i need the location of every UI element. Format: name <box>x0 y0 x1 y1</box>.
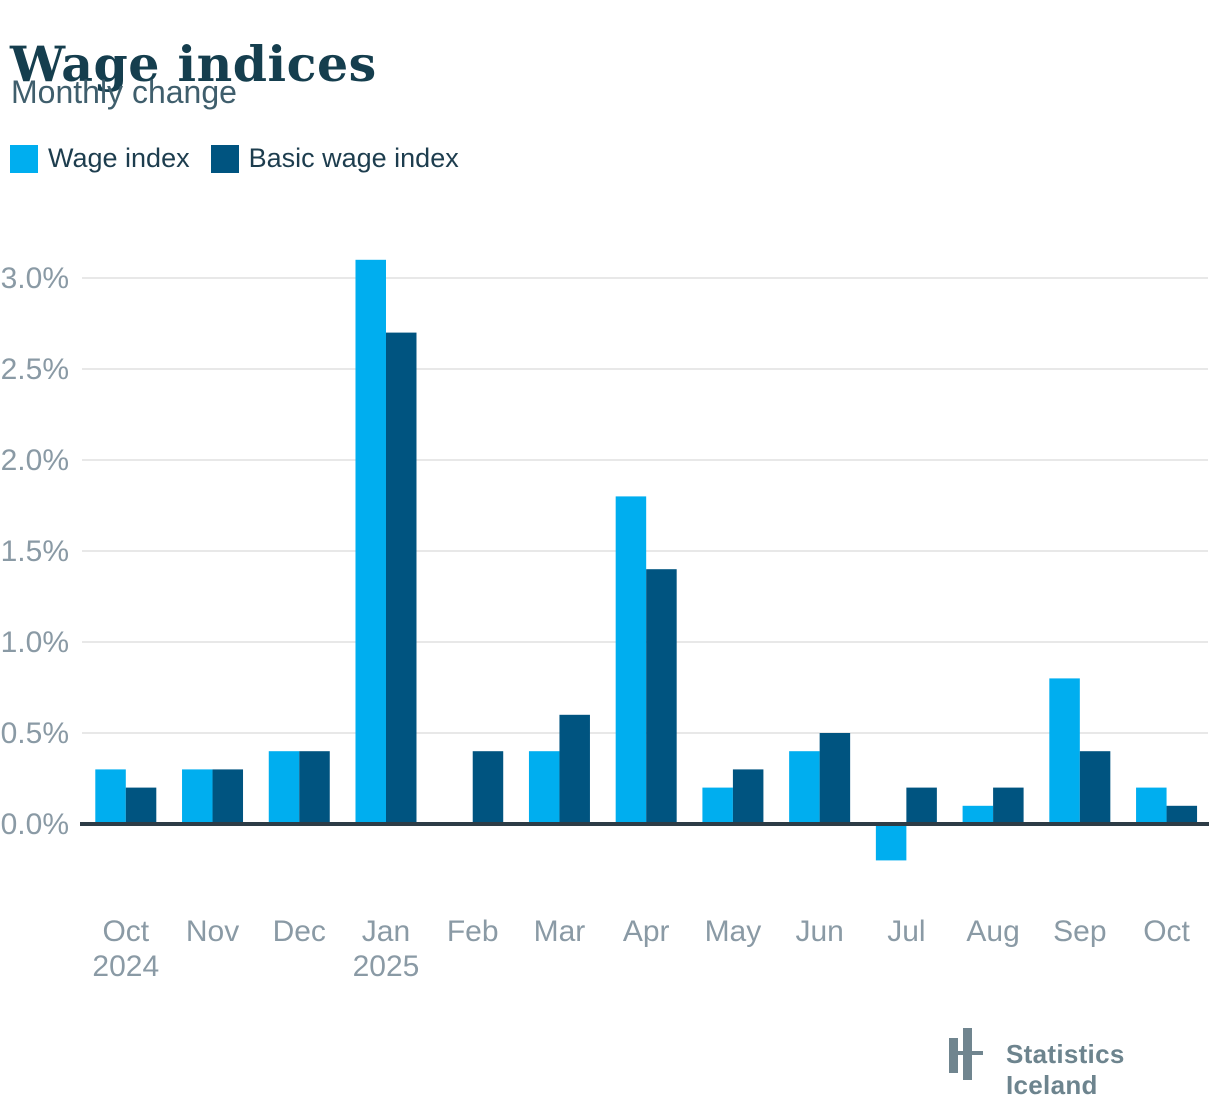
y-tick-2.0%: 2.0% <box>1 444 69 477</box>
legend-swatch-basic-wage-index <box>210 144 239 173</box>
x-tick-oct-0: Oct <box>102 915 149 948</box>
bar-basic-wage-index-nov-1[interactable] <box>212 769 244 824</box>
bar-wage-index-apr-6[interactable] <box>615 496 647 824</box>
bar-wage-index-mar-5[interactable] <box>528 751 560 824</box>
statistics-iceland-logo <box>947 1026 1007 1082</box>
x-tick-jul-9: Jul <box>887 915 925 948</box>
x-tick-aug-10: Aug <box>966 915 1019 948</box>
x-tick-may-7: May <box>705 915 762 948</box>
bar-wage-index-aug-10[interactable] <box>962 805 994 824</box>
y-tick-3.0%: 3.0% <box>1 262 69 295</box>
logo-bar-left-icon <box>949 1038 958 1073</box>
page-subtitle: Monthly change <box>11 74 237 110</box>
bar-basic-wage-index-sep-11[interactable] <box>1079 751 1111 824</box>
bar-basic-wage-index-may-7[interactable] <box>732 769 764 824</box>
bar-basic-wage-index-apr-6[interactable] <box>646 569 677 824</box>
bar-wage-index-sep-11[interactable] <box>1049 678 1080 824</box>
bar-basic-wage-index-dec-2[interactable] <box>299 751 330 824</box>
bar-basic-wage-index-feb-4[interactable] <box>472 751 504 824</box>
bar-wage-index-nov-1[interactable] <box>182 769 213 824</box>
x-tick-year-2025: 2025 <box>353 950 420 983</box>
chart-legend: Wage index Basic wage index <box>10 143 459 174</box>
x-tick-apr-6: Apr <box>623 915 670 948</box>
bar-wage-index-may-7[interactable] <box>702 787 733 824</box>
bar-basic-wage-index-mar-5[interactable] <box>559 714 590 824</box>
bar-basic-wage-index-oct-0[interactable] <box>125 787 157 824</box>
brand-name: Statistics Iceland <box>1006 1039 1125 1100</box>
y-tick-labels: 0.0% 0.5% 1.0% 1.5% 2.0% 2.5% 3.0% <box>1 262 69 841</box>
x-tick-jun-8: Jun <box>795 915 843 948</box>
bar-wage-index-oct-0[interactable] <box>95 769 126 824</box>
legend-label-basic-wage-index: Basic wage index <box>248 143 459 173</box>
x-tick-dec-2: Dec <box>273 915 326 948</box>
bar-wage-index-dec-2[interactable] <box>268 751 300 824</box>
bar-basic-wage-index-jun-8[interactable] <box>819 733 851 824</box>
bar-basic-wage-index-aug-10[interactable] <box>993 787 1024 824</box>
y-tick-0.5%: 0.5% <box>1 717 69 750</box>
y-tick-1.5%: 1.5% <box>1 535 69 568</box>
bar-basic-wage-index-oct-12[interactable] <box>1166 805 1198 824</box>
bar-wage-index-jan-3[interactable] <box>355 259 386 824</box>
bar-wage-index-jun-8[interactable] <box>789 751 820 824</box>
x-tick-year-2024: 2024 <box>92 950 159 983</box>
bars-group <box>95 259 1198 861</box>
bar-wage-index-jul-9[interactable] <box>875 824 907 861</box>
x-tick-mar-5: Mar <box>534 915 586 948</box>
bar-basic-wage-index-jan-3[interactable] <box>385 332 417 824</box>
x-tick-sep-11: Sep <box>1053 915 1106 948</box>
x-tick-feb-4: Feb <box>447 915 499 948</box>
page-title: Wage indices <box>10 34 377 93</box>
legend-label-wage-index: Wage index <box>48 143 190 173</box>
y-tick-0.0%: 0.0% <box>1 808 69 841</box>
logo-crossline-icon <box>949 1051 983 1055</box>
x-tick-oct-12: Oct <box>1143 915 1190 948</box>
x-tick-jan-3: Jan <box>362 915 410 948</box>
legend-item-wage-index[interactable]: Wage index <box>10 143 190 174</box>
bar-basic-wage-index-jul-9[interactable] <box>906 787 937 824</box>
legend-item-basic-wage-index[interactable]: Basic wage index <box>210 143 459 174</box>
bar-wage-index-oct-12[interactable] <box>1136 787 1167 824</box>
y-tick-1.0%: 1.0% <box>1 626 69 659</box>
y-tick-2.5%: 2.5% <box>1 353 69 386</box>
x-tick-nov-1: Nov <box>186 915 239 948</box>
legend-swatch-wage-index <box>10 144 38 173</box>
